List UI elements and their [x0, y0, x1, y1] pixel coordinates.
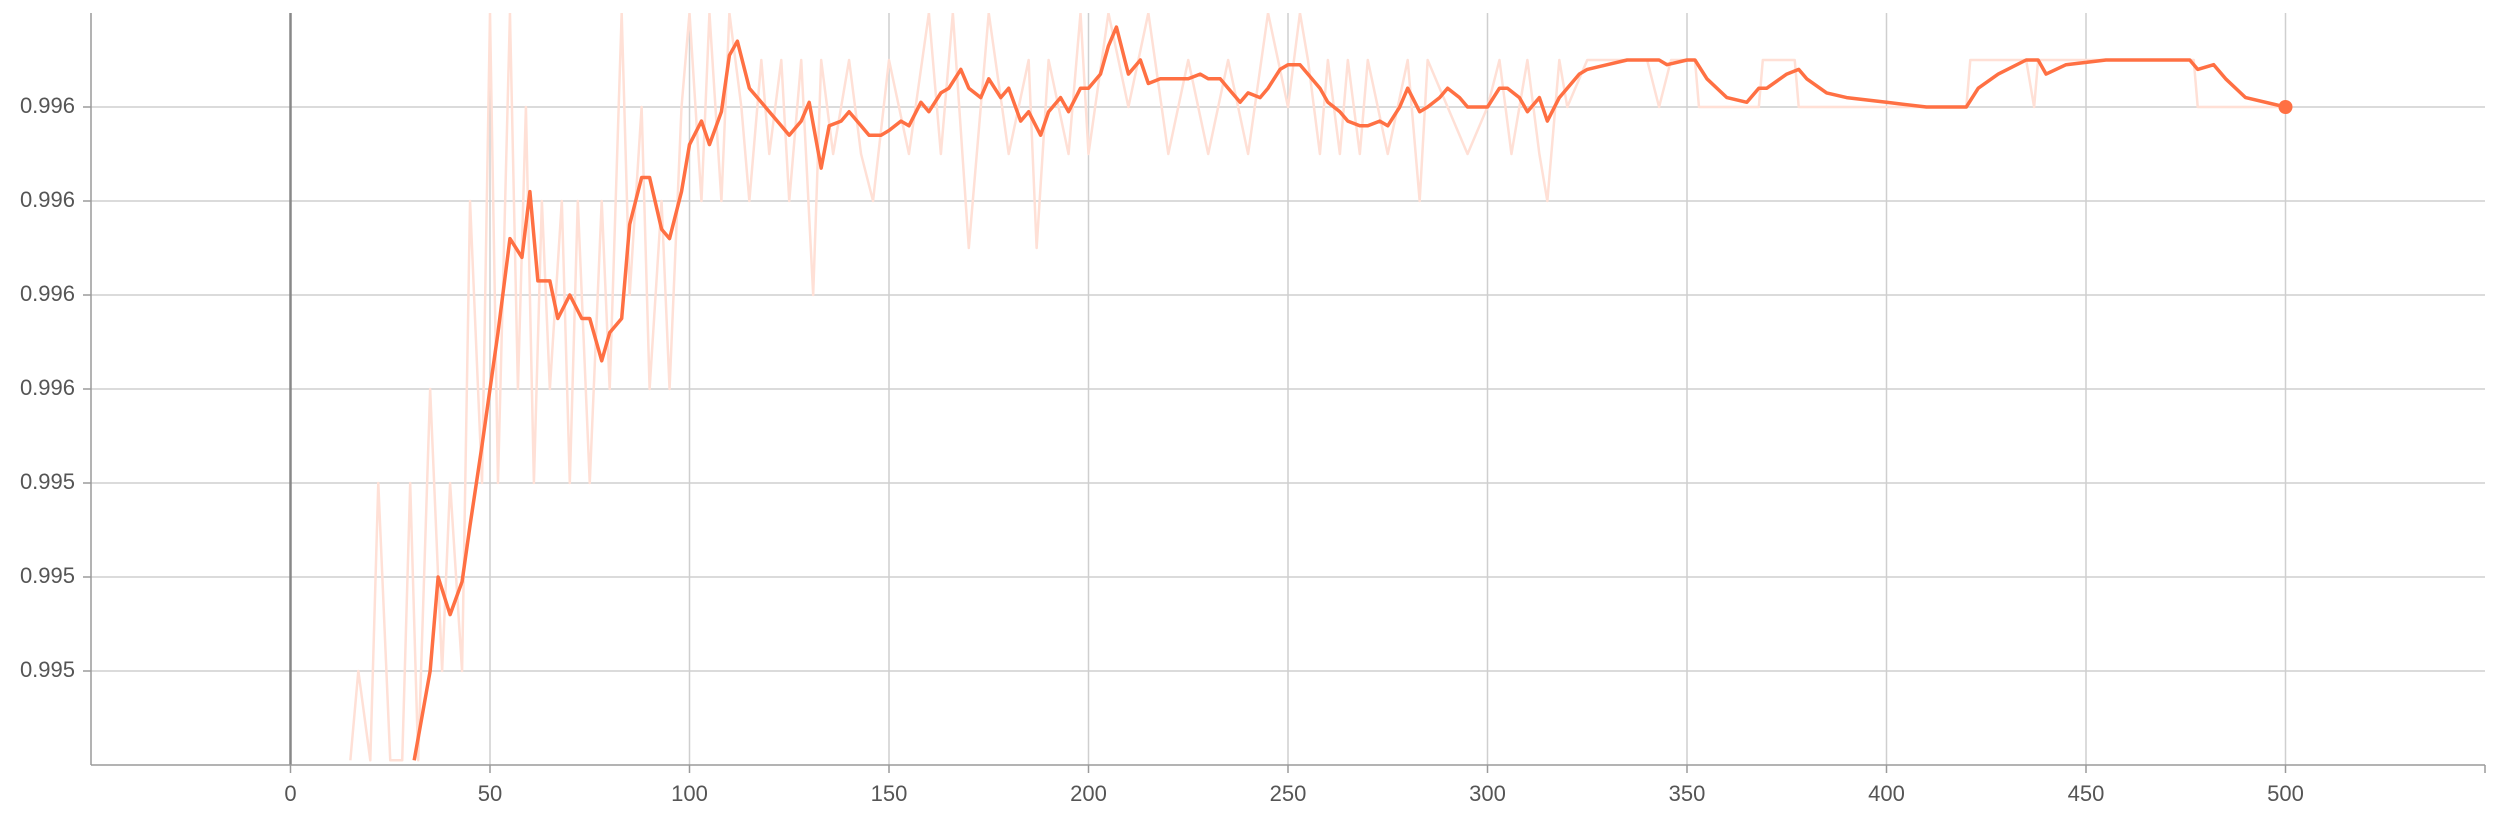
- x-tick-label: 0: [284, 781, 296, 806]
- y-tick-label: 0.996: [20, 281, 75, 306]
- x-tick-label: 300: [1469, 781, 1506, 806]
- y-tick-label: 0.995: [20, 657, 75, 682]
- x-tick-label: 200: [1070, 781, 1107, 806]
- x-tick-label: 50: [478, 781, 502, 806]
- x-tick-label: 450: [2068, 781, 2105, 806]
- x-tick-label: 250: [1270, 781, 1307, 806]
- y-tick-label: 0.996: [20, 187, 75, 212]
- x-tick-label: 400: [1868, 781, 1905, 806]
- x-tick-label: 350: [1669, 781, 1706, 806]
- y-tick-label: 0.995: [20, 563, 75, 588]
- series-line: [349, 13, 2286, 762]
- x-tick-label: 150: [871, 781, 908, 806]
- x-tick-label: 100: [671, 781, 708, 806]
- plot-area: [349, 13, 2286, 762]
- end-point: [2278, 100, 2293, 114]
- y-tick-label: 0.995: [20, 469, 75, 494]
- series-line: [412, 25, 2286, 761]
- x-tick-label: 500: [2267, 781, 2304, 806]
- y-tick-label: 0.996: [20, 93, 75, 118]
- y-tick-label: 0.996: [20, 375, 75, 400]
